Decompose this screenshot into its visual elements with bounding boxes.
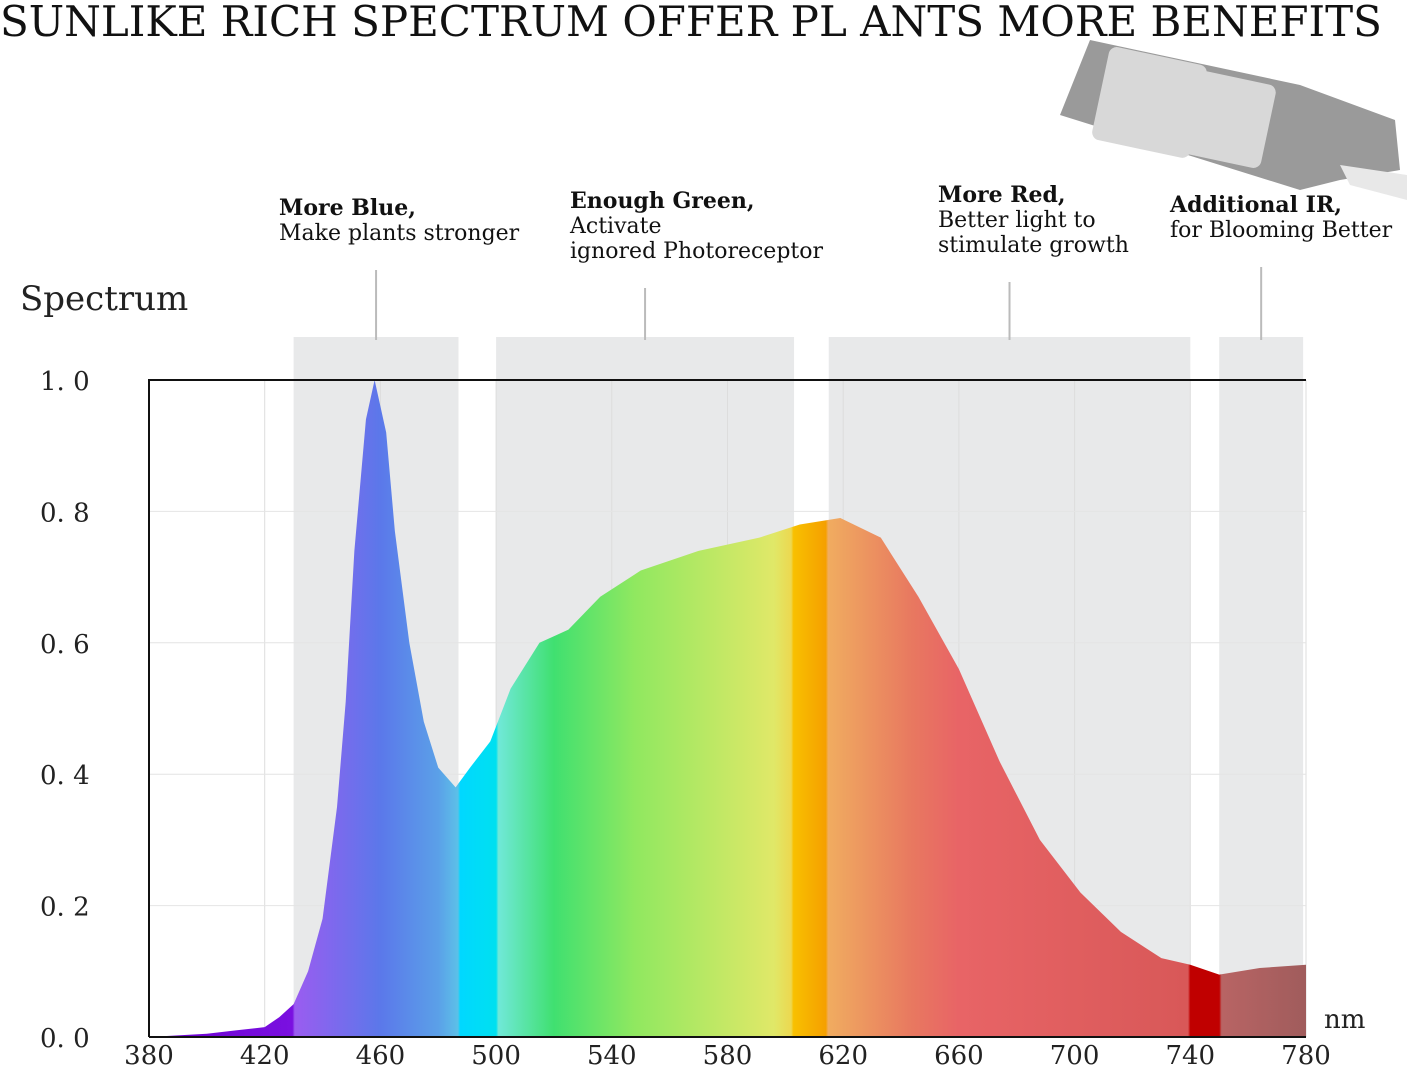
- spectrum-area: [149, 380, 1306, 1037]
- annotation-text: stimulate growth: [938, 233, 1129, 258]
- x-tick-label: 620: [818, 1041, 868, 1068]
- x-tick-label: 420: [240, 1041, 290, 1068]
- plot-frame: [148, 379, 1306, 1037]
- annotation-text: Make plants stronger: [279, 221, 520, 246]
- y-axis-label: Spectrum: [20, 279, 188, 319]
- x-tick-label: 460: [356, 1041, 406, 1068]
- annotation-title: More Blue,: [279, 195, 416, 221]
- y-tick-label: 0. 2: [40, 893, 90, 923]
- annotation-text: Activate: [569, 214, 662, 239]
- annotation-text: Better light to: [938, 208, 1096, 233]
- annotation-title: Additional IR,: [1169, 192, 1342, 218]
- y-tick-label: 0. 6: [40, 630, 90, 660]
- x-tick-label: 380: [124, 1041, 174, 1068]
- annotation-text: for Blooming Better: [1170, 218, 1393, 243]
- x-tick-label: 740: [1165, 1041, 1215, 1068]
- y-tick-label: 0. 4: [40, 761, 90, 791]
- highlight-band: [1219, 337, 1304, 1037]
- x-tick-label: 540: [587, 1041, 637, 1068]
- annotation-text: ignored Photoreceptor: [570, 239, 823, 264]
- y-tick-label: 0. 8: [40, 498, 90, 528]
- x-tick-label: 660: [934, 1041, 984, 1068]
- x-tick-label: 500: [471, 1041, 521, 1068]
- lamp-image: [1060, 40, 1407, 200]
- x-tick-label: 780: [1281, 1041, 1331, 1068]
- y-tick-label: 0. 0: [40, 1024, 90, 1054]
- annotation-title: Enough Green,: [570, 188, 755, 214]
- chart-title: SUNLIKE RICH SPECTRUM OFFER PL ANTS MORE…: [0, 0, 1382, 46]
- y-tick-label: 1. 0: [40, 367, 90, 397]
- x-tick-label: 700: [1050, 1041, 1100, 1068]
- annotation-title: More Red,: [938, 182, 1066, 208]
- x-axis-label: nm: [1324, 1005, 1365, 1035]
- x-tick-label: 580: [703, 1041, 753, 1068]
